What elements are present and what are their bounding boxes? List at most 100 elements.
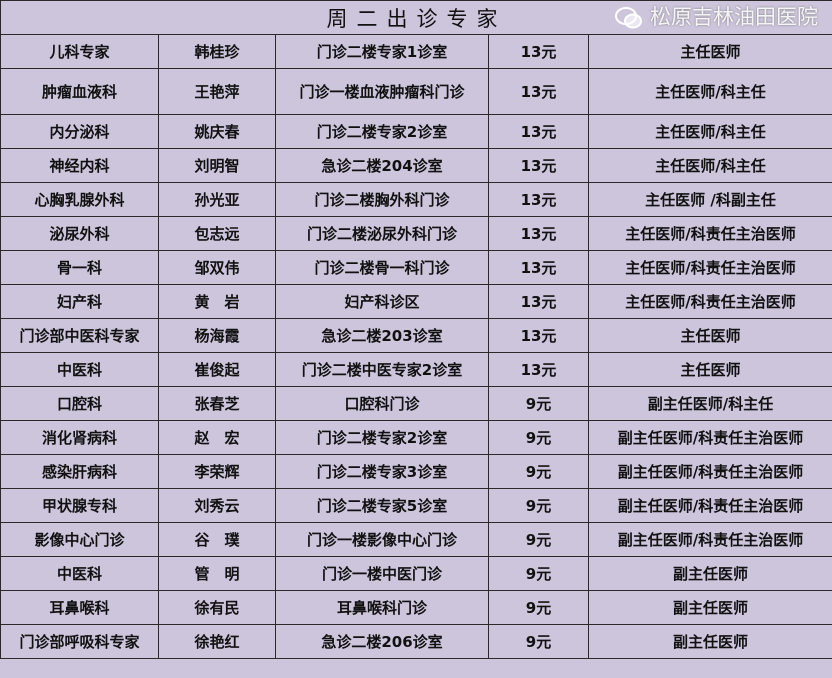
cell-doctor: 包志远 [158,216,276,251]
cell-location: 门诊二楼专家5诊室 [275,488,489,523]
table-row: 耳鼻喉科 徐有民 耳鼻喉科门诊 9元 副主任医师 [0,590,832,625]
cell-location: 门诊二楼专家2诊室 [275,114,489,149]
cell-department: 内分泌科 [0,114,159,149]
cell-location: 门诊二楼专家3诊室 [275,454,489,489]
cell-department: 神经内科 [0,148,159,183]
cell-doctor: 孙光亚 [158,182,276,217]
table-row: 消化肾病科赵 宏门诊二楼专家2诊室 9元 副主任医师/科责任主治医师 [0,420,832,455]
schedule-table: 周二出诊专家 儿科专家 韩桂珍 门诊二楼专家1诊室 13元 主任医师 肿瘤血液科 王艳萍 门诊… [0,0,832,659]
cell-fee: 13元 [488,34,589,69]
cell-department: 泌尿外科 [0,216,159,251]
cell-location: 门诊二楼胸外科门诊 [275,182,489,217]
cell-location: 门诊二楼骨一科门诊 [275,250,489,285]
cell-fee: 9元 [488,420,589,455]
cell-doctor: 姚庆春 [158,114,276,149]
cell-doctor: 徐艳红 [158,624,276,659]
cell-fee: 13元 [488,318,589,353]
table-row: 心胸乳腺外科 孙光亚 门诊二楼胸外科门诊 13元 主任医师 /科副主任 [0,182,832,217]
cell-fee: 13元 [488,68,589,115]
cell-fee: 13元 [488,216,589,251]
cell-location: 门诊一楼中医门诊 [275,556,489,591]
cell-doctor: 刘明智 [158,148,276,183]
cell-title: 主任医师/科主任 [587,114,832,149]
cell-fee: 13元 [488,114,589,149]
table-row: 中医科管 明门诊一楼中医门诊 9元 副主任医师 [0,556,832,591]
cell-title: 副主任医师/科责任主治医师 [587,420,832,455]
cell-doctor: 杨海霞 [158,318,276,353]
cell-doctor: 崔俊起 [158,352,276,387]
cell-location: 口腔科门诊 [275,386,489,421]
cell-department: 肿瘤血液科 [0,68,159,115]
cell-title: 主任医师/科责任主治医师 [587,216,832,251]
cell-title: 副主任医师 [587,556,832,591]
cell-doctor: 邹双伟 [158,250,276,285]
cell-title: 副主任医师/科责任主治医师 [587,454,832,489]
table-row: 门诊部中医科专家 杨海霞 急诊二楼203诊室 13元 主任医师 [0,318,832,353]
cell-title: 副主任医师/科责任主治医师 [587,522,832,557]
cell-fee: 13元 [488,250,589,285]
cell-location: 门诊二楼专家2诊室 [275,420,489,455]
cell-location: 急诊二楼203诊室 [275,318,489,353]
cell-department: 耳鼻喉科 [0,590,159,625]
wechat-icon [615,6,642,28]
cell-doctor: 韩桂珍 [158,34,276,69]
cell-location: 门诊一楼影像中心门诊 [275,522,489,557]
cell-location: 急诊二楼204诊室 [275,148,489,183]
cell-doctor: 谷 璞 [158,522,276,557]
table-row: 妇产科黄 岩妇产科诊区 13元 主任医师/科责任主治医师 [0,284,832,319]
cell-doctor: 王艳萍 [158,68,276,115]
cell-title: 主任医师/科主任 [587,68,832,115]
table-row: 影像中心门诊谷 璞门诊一楼影像中心门诊 9元 副主任医师/科责任主治医师 [0,522,832,557]
cell-fee: 9元 [488,454,589,489]
cell-location: 妇产科诊区 [275,284,489,319]
cell-department: 影像中心门诊 [0,522,159,557]
cell-fee: 9元 [488,590,589,625]
cell-location: 门诊二楼专家1诊室 [275,34,489,69]
cell-title: 主任医师 [587,34,832,69]
cell-location: 门诊二楼泌尿外科门诊 [275,216,489,251]
cell-fee: 9元 [488,386,589,421]
watermark-text: 松原吉林油田医院 [650,5,818,29]
cell-location: 门诊二楼中医专家2诊室 [275,352,489,387]
table-row: 肿瘤血液科 王艳萍 门诊一楼血液肿瘤科门诊 13元 主任医师/科主任 [0,68,832,115]
cell-fee: 13元 [488,148,589,183]
cell-location: 急诊二楼206诊室 [275,624,489,659]
cell-location: 耳鼻喉科门诊 [275,590,489,625]
cell-title: 主任医师 [587,352,832,387]
cell-department: 儿科专家 [0,34,159,69]
cell-department: 中医科 [0,352,159,387]
cell-title: 主任医师 [587,318,832,353]
cell-department: 门诊部呼吸科专家 [0,624,159,659]
cell-doctor: 刘秀云 [158,488,276,523]
cell-department: 心胸乳腺外科 [0,182,159,217]
cell-fee: 9元 [488,522,589,557]
cell-title: 副主任医师 [587,624,832,659]
cell-department: 口腔科 [0,386,159,421]
watermark: 松原吉林油田医院 [614,4,818,31]
cell-fee: 13元 [488,284,589,319]
cell-doctor: 管 明 [158,556,276,591]
cell-fee: 9元 [488,556,589,591]
cell-department: 中医科 [0,556,159,591]
table-row: 内分泌科 姚庆春 门诊二楼专家2诊室 13元 主任医师/科主任 [0,114,832,149]
table-row: 骨一科 邹双伟 门诊二楼骨一科门诊 13元 主任医师/科责任主治医师 [0,250,832,285]
table-title: 周二出诊专家 [0,0,832,35]
cell-title: 副主任医师/科责任主治医师 [587,488,832,523]
cell-fee: 13元 [488,182,589,217]
cell-department: 消化肾病科 [0,420,159,455]
cell-doctor: 李荣辉 [158,454,276,489]
table-row: 儿科专家 韩桂珍 门诊二楼专家1诊室 13元 主任医师 [0,34,832,69]
cell-title: 副主任医师 [587,590,832,625]
table-row: 甲状腺专科 刘秀云 门诊二楼专家5诊室 9元 副主任医师/科责任主治医师 [0,488,832,523]
cell-title: 主任医师 /科副主任 [587,182,832,217]
cell-fee: 13元 [488,352,589,387]
cell-doctor: 张春芝 [158,386,276,421]
cell-title: 主任医师/科主任 [587,148,832,183]
cell-title: 主任医师/科责任主治医师 [587,250,832,285]
cell-doctor: 赵 宏 [158,420,276,455]
table-row: 神经内科 刘明智 急诊二楼204诊室 13元 主任医师/科主任 [0,148,832,183]
table-row: 中医科 崔俊起 门诊二楼中医专家2诊室 13元 主任医师 [0,352,832,387]
cell-fee: 9元 [488,488,589,523]
cell-doctor: 黄 岩 [158,284,276,319]
cell-fee: 9元 [488,624,589,659]
